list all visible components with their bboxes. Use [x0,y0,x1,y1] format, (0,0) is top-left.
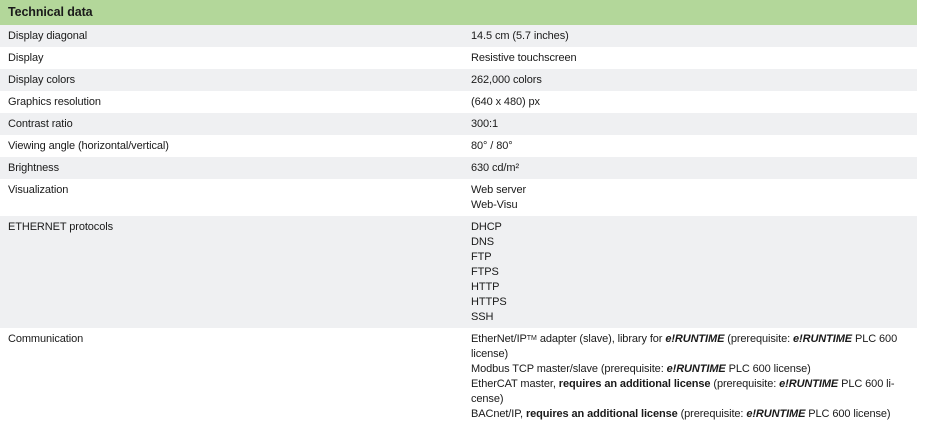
text-segment: adapter (slave), library for [536,333,666,345]
text-segment: PLC 600 [852,333,898,345]
text-segment: 80° / 80° [471,140,513,152]
text-segment: EtherNet/IP [471,333,527,345]
spec-value-line: 262,000 colors [471,73,909,88]
spec-value-line: Resistive touchscreen [471,51,909,66]
text-segment: 14.5 cm (5.7 inches) [471,30,569,42]
spec-label: Viewing angle (horizontal/vertical) [8,140,169,152]
spec-value-line: BACnet/IP, requires an additional licens… [471,407,909,422]
table-row: ETHERNET protocols DHCP DNS FTP FTPS HTTP HTTP… [0,216,917,328]
spec-value-line: Modbus TCP master/slave (prerequisite: e… [471,362,909,377]
text-segment: requires an additional license [525,408,678,420]
spec-value-line: 300:1 [471,117,909,132]
spec-value: EtherNet/IPTM adapter (slave), library f… [463,328,917,425]
table-header: Technical data [0,0,917,25]
spec-value-line: EtherCAT master, requires an additional … [471,377,909,392]
table-body: Display diagonal 14.5 cm (5.7 inches) Disp… [0,25,917,425]
spec-value-line: FTPS [471,265,909,280]
spec-value-line: HTTPS [471,295,909,310]
text-segment: DNS [471,236,494,248]
text-segment: PLC 600 license) [805,408,891,420]
spec-label: Graphics resolution [8,96,101,108]
text-segment: FTP [471,251,492,263]
spec-label: Contrast ratio [8,118,73,130]
technical-data-table: Technical data Display diagonal 14.5 cm (… [0,0,917,425]
spec-value-line: 80° / 80° [471,139,909,154]
text-segment: DHCP [471,221,502,233]
table-row: Contrast ratio 300:1 [0,113,917,135]
text-segment: HTTPS [471,296,507,308]
text-segment: 300:1 [471,118,499,130]
text-segment: PLC 600 li- [838,378,895,390]
table-row: Brightness 630 cd/m² [0,157,917,179]
spec-value: DHCP DNS FTP FTPS HTTP HTTPS SSH [463,216,917,328]
text-segment: e!RUNTIME [746,408,806,420]
table-row: Display colors 262,000 colors [0,69,917,91]
text-segment: (640 x 480) px [471,96,540,108]
table-row: Display diagonal 14.5 cm (5.7 inches) [0,25,917,47]
spec-value-line: 14.5 cm (5.7 inches) [471,29,909,44]
spec-value: 262,000 colors [463,69,917,91]
text-segment: EtherCAT master, [471,378,559,390]
spec-label: Communication [8,333,84,345]
text-segment: HTTP [471,281,500,293]
text-segment: (prerequisite: [724,333,794,345]
spec-value: Resistive touchscreen [463,47,917,69]
spec-value-line: SSH [471,310,909,325]
spec-label: Brightness [8,162,59,174]
spec-value: (640 x 480) px [463,91,917,113]
text-segment: FTPS [471,266,499,278]
text-segment: (prerequisite: [710,378,780,390]
text-segment: Resistive touchscreen [471,52,577,64]
spec-value-line: FTP [471,250,909,265]
text-segment: e!RUNTIME [793,333,853,345]
text-segment: Web server [471,184,527,196]
spec-value-line: (640 x 480) px [471,95,909,110]
text-segment: license) [471,348,509,360]
spec-label: ETHERNET protocols [8,221,113,233]
table-title: Technical data [8,5,93,19]
spec-value-line: EtherNet/IPTM adapter (slave), library f… [471,332,909,347]
spec-value-line: DHCP [471,220,909,235]
text-segment: 262,000 colors [471,74,542,86]
spec-value: Web server Web-Visu [463,179,917,216]
spec-value-line: Web-Visu [471,198,909,213]
spec-label: Display [8,52,44,64]
spec-value-line: Web server [471,183,909,198]
text-segment: PLC 600 license) [725,363,811,375]
text-segment: (prerequisite: [677,408,747,420]
spec-value: 300:1 [463,113,917,135]
spec-label: Display colors [8,74,76,86]
table-row: Visualization Web server Web-Visu [0,179,917,216]
text-segment: requires an additional license [558,378,711,390]
text-segment: Web-Visu [471,199,518,211]
spec-value-line: cense) [471,392,909,407]
text-segment: TM [526,335,537,342]
text-segment: Modbus TCP master/slave (prerequisite: [471,363,667,375]
spec-label: Display diagonal [8,30,88,42]
spec-value: 80° / 80° [463,135,917,157]
text-segment: 630 cd/m² [471,162,520,174]
table-row: Communication EtherNet/IPTM adapter (slav… [0,328,917,425]
spec-value-line: 630 cd/m² [471,161,909,176]
spec-value-line: license) [471,347,909,362]
text-segment: e!RUNTIME [779,378,839,390]
text-segment: e!RUNTIME [665,333,725,345]
table-row: Viewing angle (horizontal/vertical) 80° /… [0,135,917,157]
spec-value-line: HTTP [471,280,909,295]
spec-label: Visualization [8,184,69,196]
spec-value: 14.5 cm (5.7 inches) [463,25,917,47]
spec-value-line: DNS [471,235,909,250]
spec-value: 630 cd/m² [463,157,917,179]
table-row: Display Resistive touchscreen [0,47,917,69]
text-segment: SSH [471,311,494,323]
text-segment: e!RUNTIME [666,363,726,375]
table-row: Graphics resolution (640 x 480) px [0,91,917,113]
text-segment: cense) [471,393,504,405]
text-segment: BACnet/IP, [471,408,526,420]
